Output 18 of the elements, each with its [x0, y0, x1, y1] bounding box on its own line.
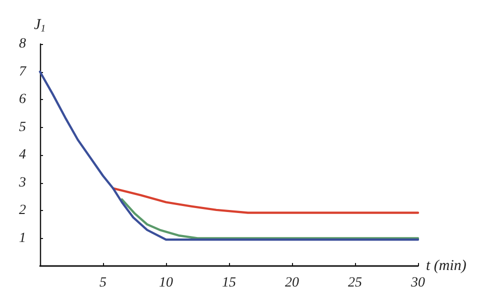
y-tick-label: 5	[19, 120, 26, 135]
y-tick-label: 7	[19, 64, 27, 80]
line-series	[112, 187, 420, 214]
x-tick-label: 15	[222, 276, 236, 290]
y-tick-label: 1	[19, 230, 26, 246]
y-tick-label: 2	[19, 203, 26, 218]
y-tick-label: 3	[18, 175, 26, 190]
y-tick-label: 8	[19, 36, 26, 52]
line-series	[38, 70, 420, 241]
y-tick-label: 6	[19, 92, 26, 107]
x-axis-title: t (min)	[426, 258, 466, 274]
x-tick-label: 25	[348, 276, 362, 290]
x-tick-label: 10	[159, 276, 173, 290]
x-tick-label: 5	[100, 276, 106, 290]
x-tick-label: 20	[285, 276, 299, 290]
y-tick-label: 4	[19, 148, 26, 162]
x-tick-label: 30	[410, 276, 425, 290]
line-series	[120, 198, 420, 240]
